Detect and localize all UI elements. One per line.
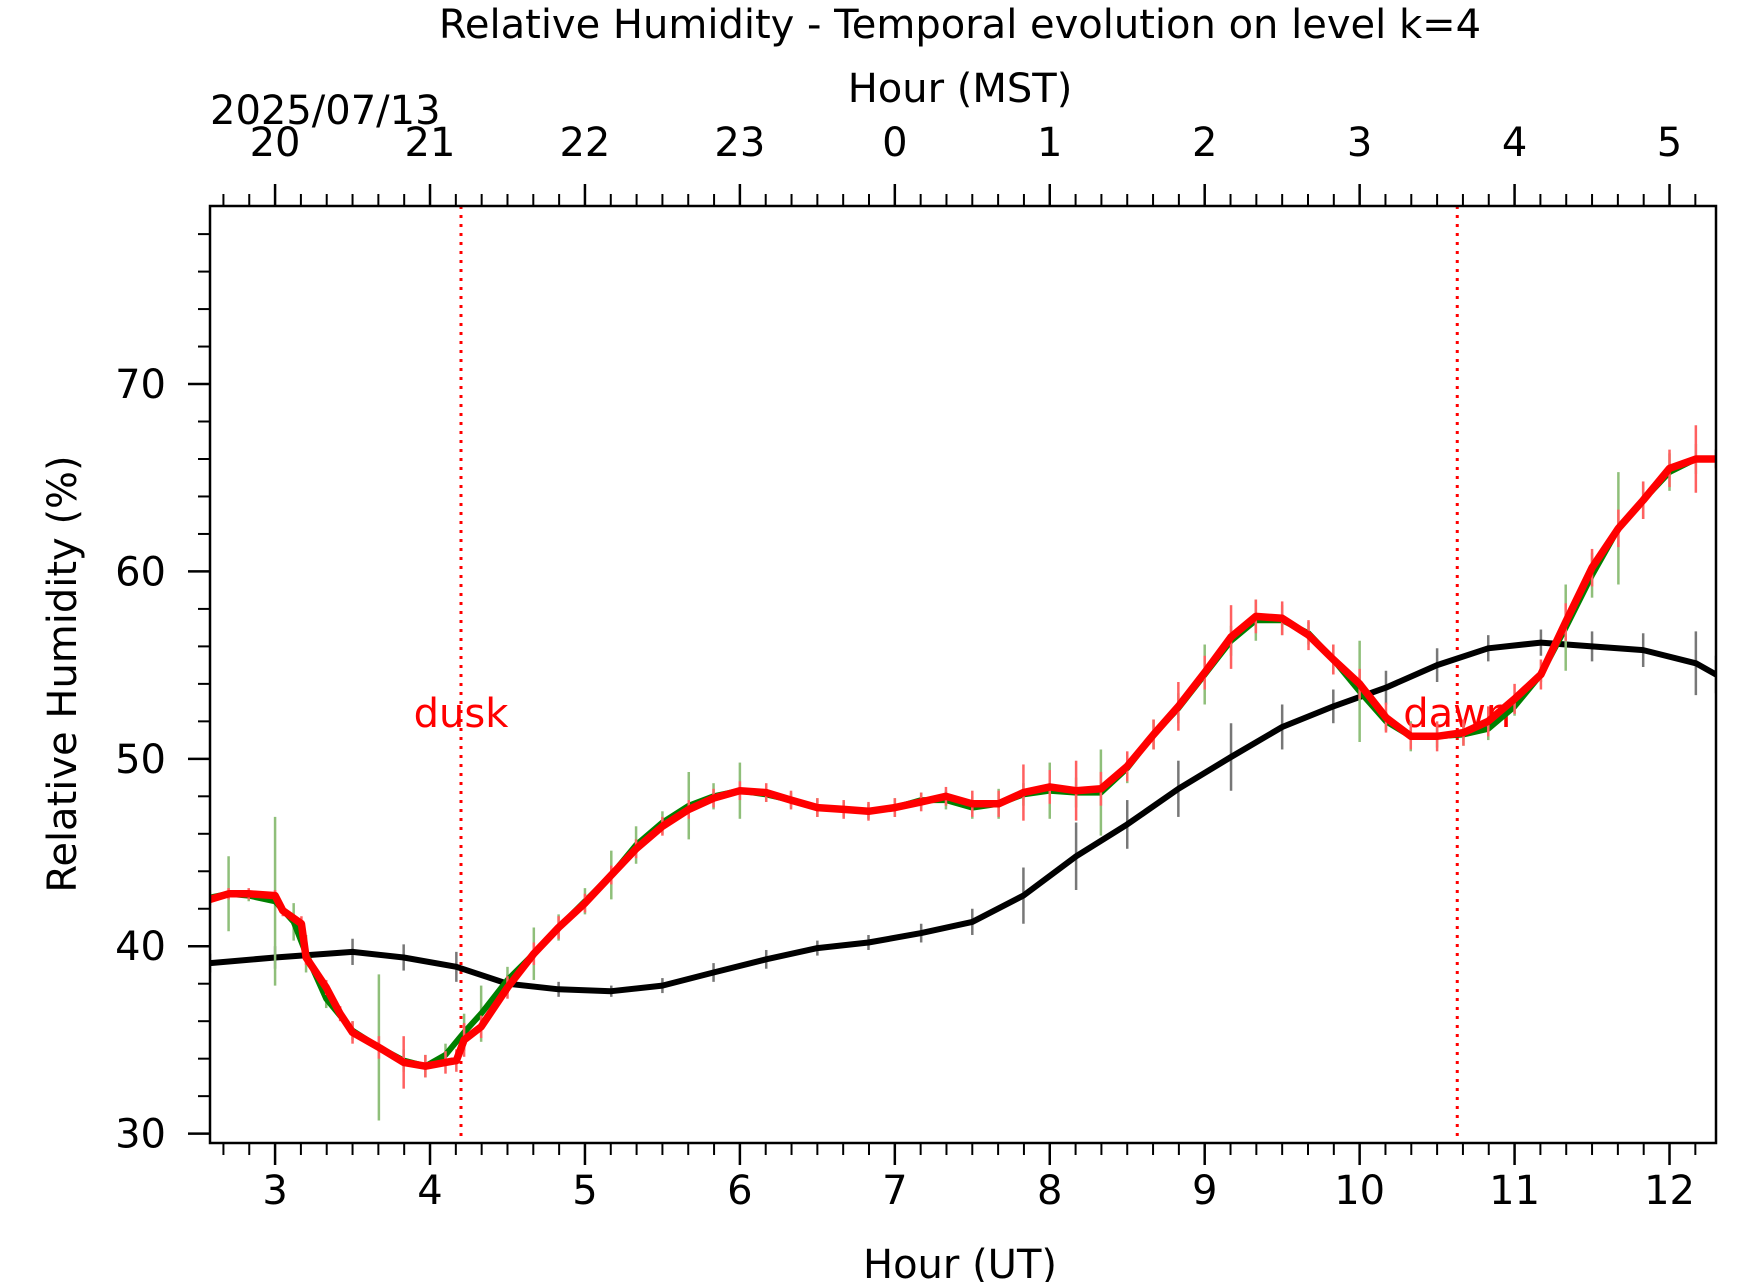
x-tick-label: 8	[1037, 1168, 1062, 1214]
x-tick-label: 12	[1644, 1168, 1695, 1214]
series-line-2	[210, 455, 1716, 1070]
x-tick-label: 11	[1489, 1168, 1540, 1214]
y-tick-label: 60	[115, 549, 166, 595]
top-tick-label: 4	[1502, 120, 1527, 166]
event-label-dusk: dusk	[414, 691, 510, 737]
top-tick-label: 21	[405, 120, 456, 166]
top-tick-label: 2	[1192, 120, 1217, 166]
series-layer	[210, 425, 1716, 1121]
x-tick-label: 5	[572, 1168, 597, 1214]
chart-title: Relative Humidity - Temporal evolution o…	[439, 2, 1481, 48]
y-tick-label: 40	[115, 924, 166, 970]
top-axis-label: Hour (MST)	[848, 66, 1073, 112]
top-tick-label: 5	[1657, 120, 1682, 166]
y-tick-label: 50	[115, 737, 166, 783]
plot-frame	[208, 204, 1718, 1145]
series-1	[210, 443, 1716, 1121]
x-tick-label: 7	[882, 1168, 907, 1214]
x-tick-label: 4	[417, 1168, 442, 1214]
y-tick-label: 30	[115, 1112, 166, 1158]
event-markers: dusk dawn	[414, 206, 1511, 1143]
top-tick-label: 23	[714, 120, 765, 166]
top-tick-label: 3	[1347, 120, 1372, 166]
x-tick-label: 3	[262, 1168, 287, 1214]
y-axis-label: Relative Humidity (%)	[40, 455, 86, 892]
series-0	[210, 629, 1716, 997]
date-label: 2025/07/13	[210, 88, 441, 134]
series-2	[210, 425, 1716, 1089]
top-tick-label: 20	[250, 120, 301, 166]
x-tick-label: 9	[1192, 1168, 1217, 1214]
series-line-0	[210, 639, 1716, 995]
series-line-1	[210, 456, 1716, 1070]
top-tick-label: 1	[1037, 120, 1062, 166]
top-tick-label: 22	[559, 120, 610, 166]
x-axis-label: Hour (UT)	[863, 1242, 1057, 1282]
top-tick-label: 0	[882, 120, 907, 166]
y-tick-label: 70	[115, 362, 166, 408]
x-tick-label: 6	[727, 1168, 752, 1214]
x-tick-label: 10	[1334, 1168, 1385, 1214]
